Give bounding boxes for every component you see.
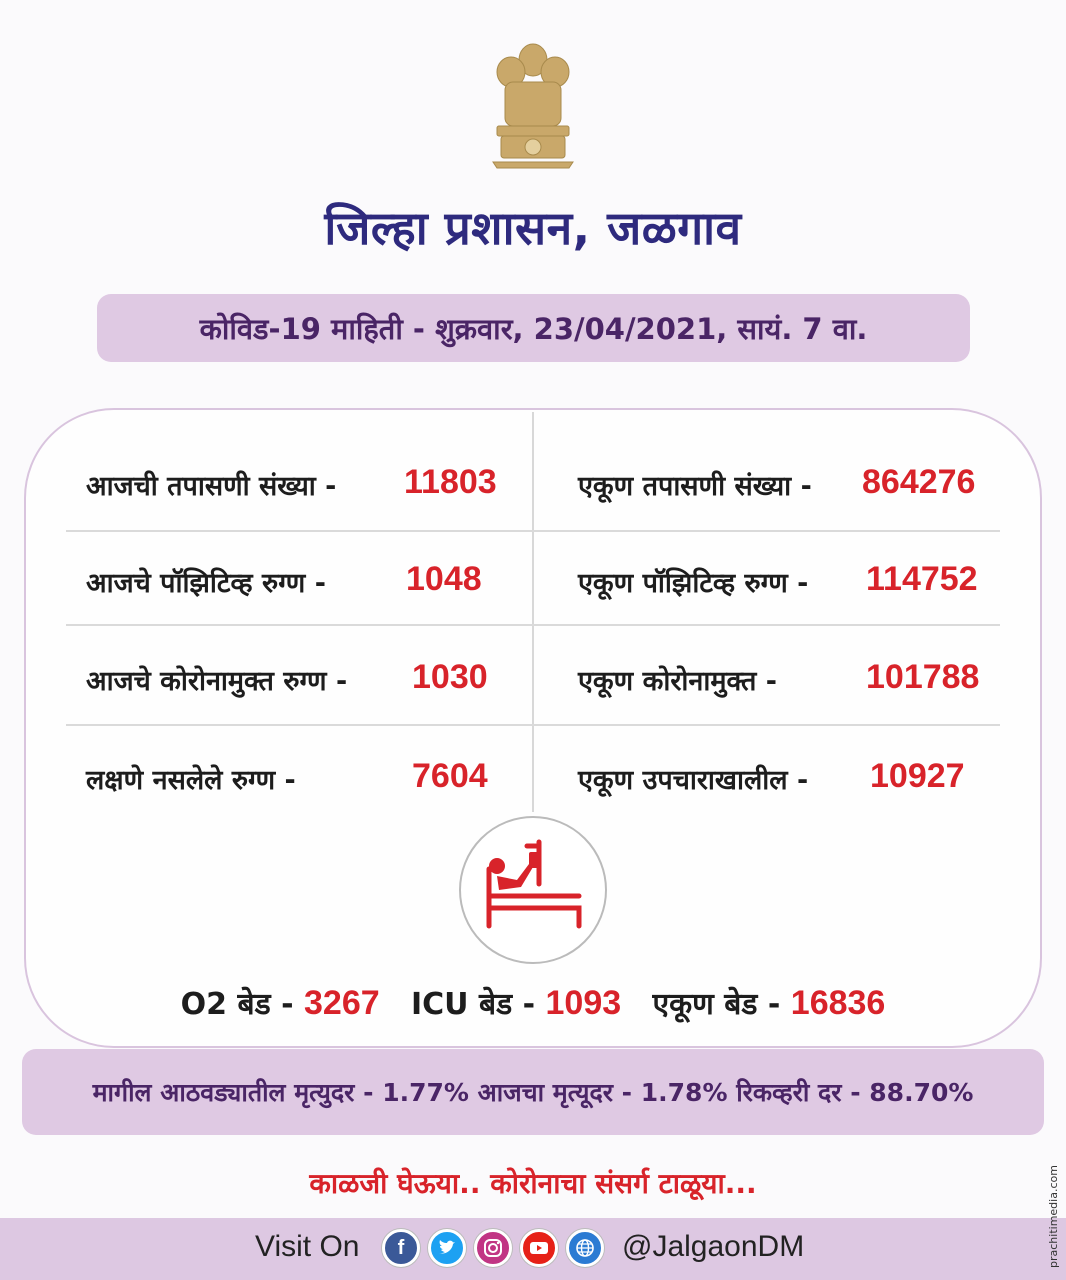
row-divider (66, 724, 1000, 726)
watermark: prachitimedia.com (1047, 1165, 1060, 1268)
total-positive-label: एकूण पॉझिटिव्ह रुग्ण - (578, 568, 809, 599)
total-beds-value: 16836 (790, 984, 886, 1022)
o2-beds-value: 3267 (304, 984, 380, 1022)
total-recovered-value: 101788 (866, 658, 980, 696)
today-recovered-label: आजचे कोरोनामुक्त रुग्ण - (86, 666, 348, 697)
twitter-icon[interactable] (428, 1229, 466, 1267)
web-icon[interactable] (566, 1229, 604, 1267)
date-banner-text: कोविड-19 माहिती - शुक्रवार, 23/04/2021, … (199, 311, 868, 346)
instagram-icon[interactable] (474, 1229, 512, 1267)
beds-summary: O2 बेड - 3267 ICU बेड - 1093 एकूण बेड - … (0, 982, 1066, 1023)
total-tests-label: एकूण तपासणी संख्या - (578, 471, 812, 502)
icu-beds-label: ICU बेड - (411, 987, 536, 1022)
asymptomatic-label: लक्षणे नसलेले रुग्ण - (86, 765, 296, 796)
slogan: काळजी घेऊया.. कोरोनाचा संसर्ग टाळूया... (309, 1167, 757, 1200)
icu-beds-value: 1093 (545, 984, 622, 1022)
row-divider (66, 530, 1000, 532)
under-treatment-value: 10927 (870, 757, 965, 795)
youtube-icon[interactable] (520, 1229, 558, 1267)
rates-banner: मागील आठवड्यातील मृत्युदर - 1.77% आजचा म… (22, 1049, 1044, 1135)
today-recovered-value: 1030 (412, 658, 488, 696)
rates-text: मागील आठवड्यातील मृत्युदर - 1.77% आजचा म… (92, 1078, 974, 1107)
hospital-bed-icon (459, 816, 607, 964)
total-beds-label: एकूण बेड - (652, 987, 781, 1022)
total-recovered-label: एकूण कोरोनामुक्त - (578, 666, 777, 697)
column-divider (532, 412, 534, 812)
svg-text:prachitimedia.com: prachitimedia.com (1047, 1165, 1060, 1268)
o2-beds-label: O2 बेड - (180, 987, 294, 1022)
social-handle[interactable]: @JalgaonDM (622, 1230, 805, 1263)
total-positive-value: 114752 (866, 560, 978, 598)
asymptomatic-value: 7604 (412, 757, 488, 795)
national-emblem-logo (492, 43, 574, 169)
page-title: जिल्हा प्रशासन, जळगाव (324, 201, 742, 255)
today-positive-label: आजचे पॉझिटिव्ह रुग्ण - (86, 568, 326, 599)
visit-on-label: Visit On (255, 1230, 360, 1263)
total-tests-value: 864276 (862, 463, 976, 501)
under-treatment-label: एकूण उपचाराखालील - (578, 765, 809, 796)
row-divider (66, 624, 1000, 626)
today-positive-value: 1048 (406, 560, 482, 598)
facebook-icon[interactable]: f (382, 1229, 420, 1267)
date-banner: कोविड-19 माहिती - शुक्रवार, 23/04/2021, … (97, 294, 970, 362)
today-tests-label: आजची तपासणी संख्या - (86, 471, 337, 502)
today-tests-value: 11803 (404, 463, 497, 501)
